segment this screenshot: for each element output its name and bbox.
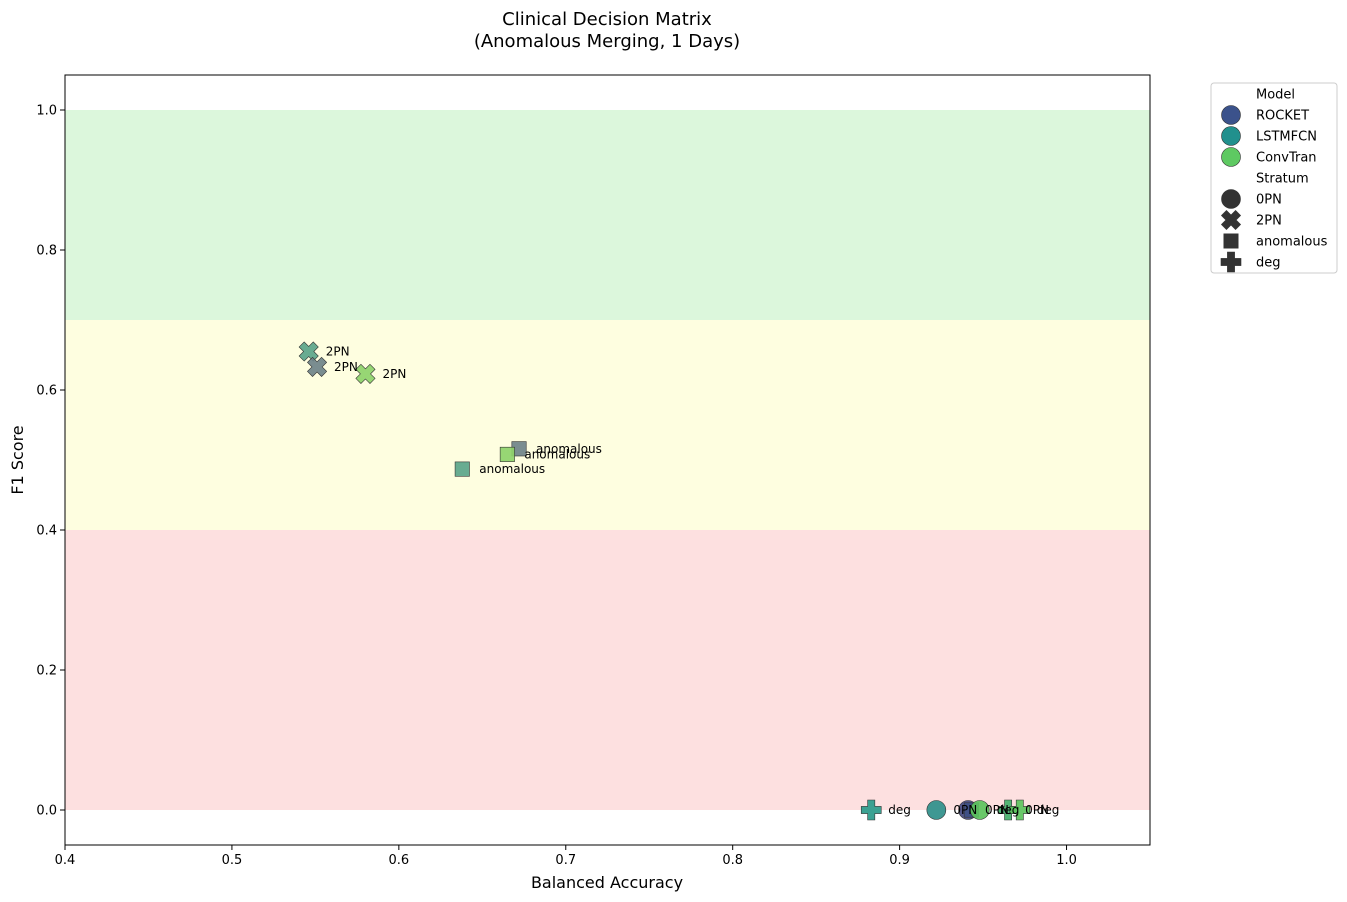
point-label: deg <box>888 803 911 817</box>
point-label: 0PN <box>953 803 977 817</box>
legend-marker-rocket <box>1221 105 1241 125</box>
chart-title: Clinical Decision Matrix <box>502 9 712 30</box>
legend-box <box>1210 82 1338 274</box>
x-tick-label: 0.8 <box>722 853 743 868</box>
legend-item-deg: deg <box>1256 256 1281 271</box>
point-label: 0PN <box>1025 803 1049 817</box>
y-tick-label: 0.0 <box>36 804 57 819</box>
point-label: 2PN <box>382 367 406 381</box>
data-points <box>298 341 1031 821</box>
x-tick-label: 0.6 <box>389 853 410 868</box>
x-axis-label: Balanced Accuracy <box>531 873 683 892</box>
zone-band-1 <box>65 320 1150 530</box>
x-tick-label: 0.7 <box>555 853 576 868</box>
y-tick-label: 0.2 <box>36 664 57 679</box>
point-circle-7 <box>926 800 947 820</box>
legend-marker-plus <box>1220 251 1242 273</box>
point-label: 2PN <box>326 345 350 359</box>
point-label: 0PN <box>985 803 1009 817</box>
legend-title-model: Model <box>1256 88 1295 103</box>
x-tick-label: 0.4 <box>55 853 76 868</box>
legend-title-stratum: Stratum <box>1256 172 1309 187</box>
legend-item-lstmfcn: LSTMFCN <box>1256 130 1317 145</box>
legend-marker-square <box>1223 233 1239 249</box>
point-x-1 <box>307 356 328 377</box>
point-label: anomalous <box>479 462 545 476</box>
point-x-0 <box>298 341 319 362</box>
point-plus-6 <box>860 799 882 821</box>
decision-zones <box>65 110 1150 810</box>
point-square-5 <box>454 461 470 477</box>
zone-band-2 <box>65 530 1150 810</box>
legend-marker-convtran <box>1221 147 1241 167</box>
legend-item-convtran: ConvTran <box>1256 151 1317 166</box>
legend-marker-circle <box>1221 189 1241 209</box>
point-x-2 <box>355 363 376 384</box>
zone-band-0 <box>65 110 1150 320</box>
legend-item-0pn: 0PN <box>1256 193 1282 208</box>
point-label: anomalous <box>524 447 590 461</box>
legend-item-rocket: ROCKET <box>1256 109 1309 124</box>
y-axis-label: F1 Score <box>8 425 27 494</box>
point-square-4 <box>499 446 515 462</box>
y-tick-label: 1.0 <box>36 104 57 119</box>
point-label: deg <box>1037 803 1060 817</box>
x-tick-label: 1.0 <box>1056 853 1077 868</box>
axis-ticks: 0.4 0.5 0.6 0.7 0.8 0.9 1.0 0.0 0.2 0.4 0.6 0.8 1.0 <box>36 104 1077 869</box>
point-plus-12 <box>1009 799 1031 821</box>
x-tick-label: 0.5 <box>222 853 243 868</box>
legend-marker-x <box>1220 209 1242 231</box>
point-circle-10 <box>969 800 990 820</box>
legend-marker-lstmfcn <box>1221 126 1241 146</box>
chart-subtitle: (Anomalous Merging, 1 Days) <box>474 31 740 52</box>
y-tick-label: 0.6 <box>36 384 57 399</box>
plot-frame <box>64 74 1151 846</box>
x-tick-label: 0.9 <box>889 853 910 868</box>
legend-item-anomalous: anomalous <box>1256 235 1328 250</box>
legend-item-2pn: 2PN <box>1256 214 1282 229</box>
point-label: 2PN <box>334 360 358 374</box>
y-tick-label: 0.4 <box>36 524 57 539</box>
legend: Model ROCKET LSTMFCN ConvTran Stratum 0PN 2PN a… <box>1210 82 1338 274</box>
y-tick-label: 0.8 <box>36 244 57 259</box>
point-label: anomalous <box>536 442 602 456</box>
point-label: deg <box>997 803 1020 817</box>
